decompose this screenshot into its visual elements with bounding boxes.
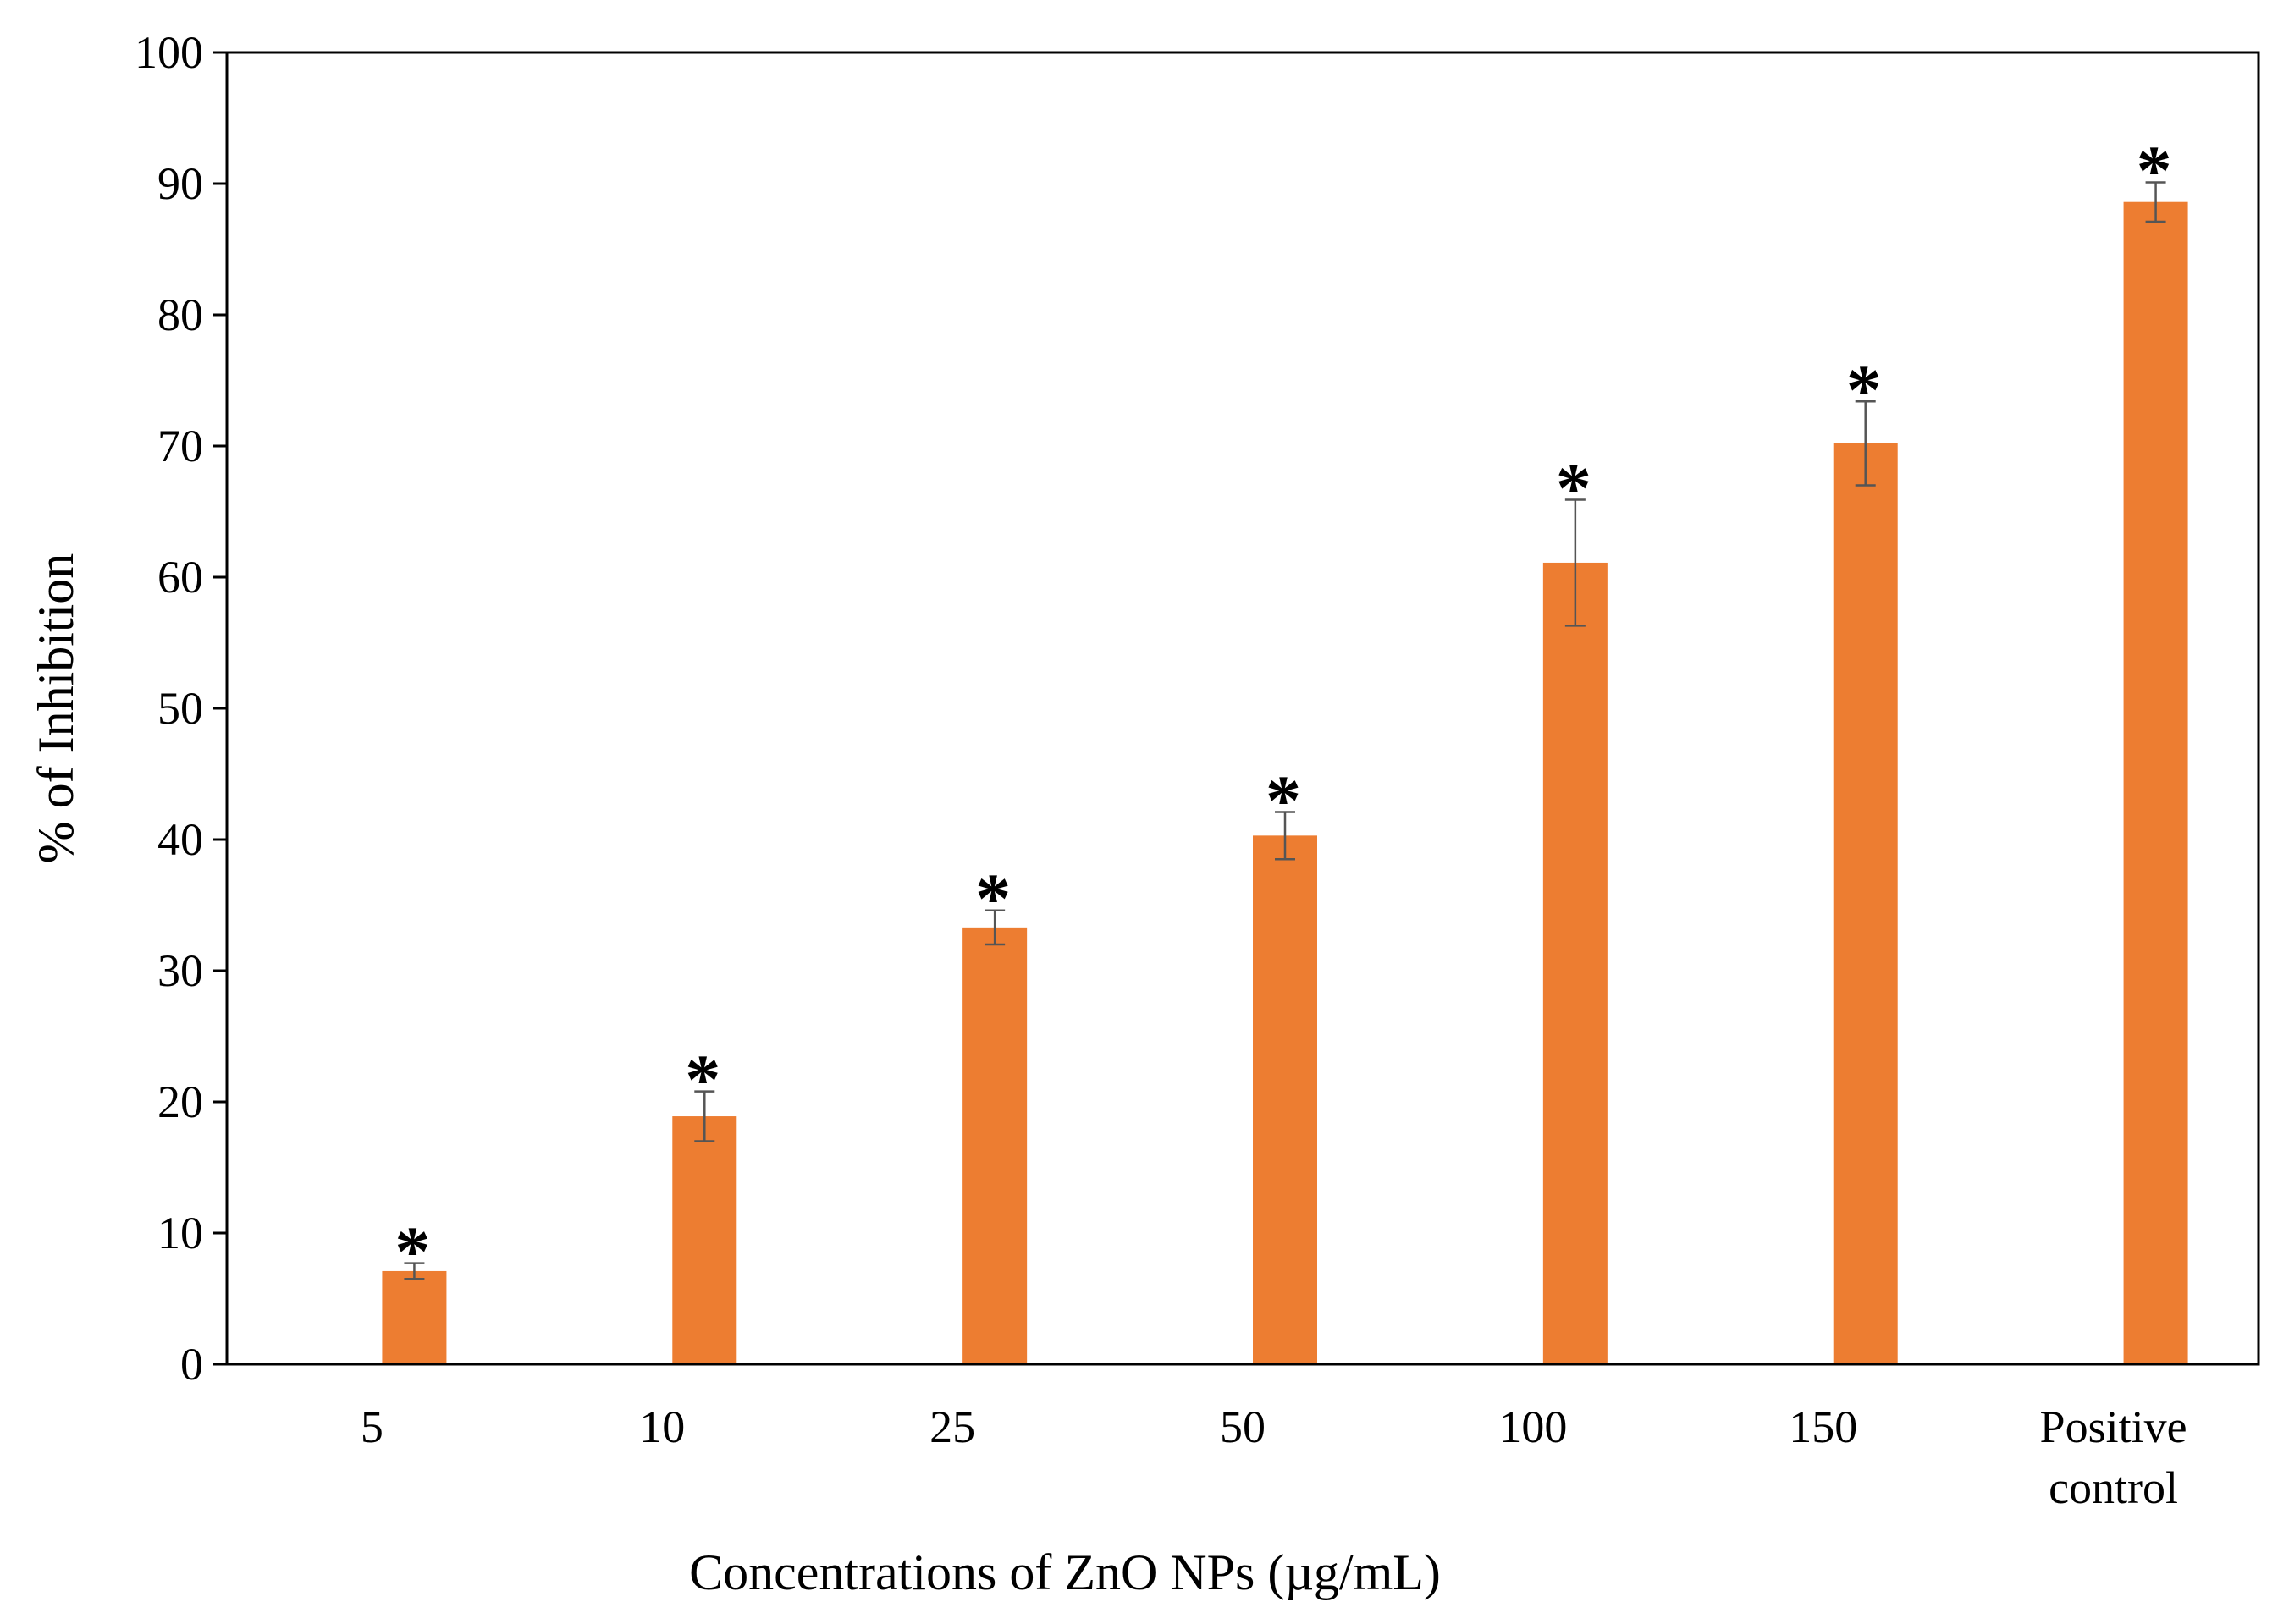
significance-asterisk: * [975, 860, 1011, 939]
y-tick-label: 80 [157, 289, 203, 340]
y-tick-label: 10 [157, 1208, 203, 1258]
bar [1542, 562, 1608, 1364]
y-tick-label: 40 [157, 814, 203, 865]
y-axis-title: % of Inhibition [28, 553, 84, 864]
bar [382, 1270, 447, 1364]
y-axis-ticks: 0 10 20 30 40 50 60 70 80 90 100 [135, 27, 227, 1390]
x-tick-label: Positive [2040, 1401, 2187, 1452]
x-tick-label: 5 [361, 1401, 383, 1452]
bar [672, 1116, 737, 1364]
bar [2123, 201, 2188, 1365]
x-axis-tick-labels: 5 10 25 50 100 150 Positive control [361, 1401, 2187, 1513]
y-tick-label: 30 [157, 945, 203, 996]
x-tick-label: control [2049, 1462, 2178, 1513]
significance-asterisk: * [2137, 131, 2172, 210]
y-tick-label: 70 [157, 421, 203, 471]
x-tick-label: 150 [1789, 1401, 1857, 1452]
x-tick-label: 10 [639, 1401, 685, 1452]
significance-asterisk: * [394, 1213, 430, 1291]
y-tick-label: 60 [157, 552, 203, 603]
x-tick-label: 25 [929, 1401, 975, 1452]
y-tick-label: 50 [157, 683, 203, 734]
bar [1253, 835, 1317, 1364]
y-tick-label: 20 [157, 1076, 203, 1127]
significance-asterisk: * [1556, 449, 1591, 528]
y-tick-label: 0 [180, 1339, 203, 1390]
x-tick-label: 100 [1498, 1401, 1567, 1452]
plot-area-frame [225, 51, 2260, 1366]
significance-marks: * * * * * * * [394, 131, 2171, 1291]
x-tick-label: 50 [1220, 1401, 1266, 1452]
bars [382, 201, 2188, 1365]
significance-asterisk: * [1266, 761, 1301, 840]
bar [1833, 443, 1898, 1364]
y-tick-label: 90 [157, 158, 203, 209]
x-axis-title: Concentrations of ZnO NPs (µg/mL) [689, 1544, 1441, 1600]
bar [962, 927, 1028, 1364]
significance-asterisk: * [685, 1041, 720, 1120]
significance-asterisk: * [1846, 350, 1882, 429]
error-bars [404, 181, 2166, 1280]
y-tick-label: 100 [135, 27, 203, 78]
